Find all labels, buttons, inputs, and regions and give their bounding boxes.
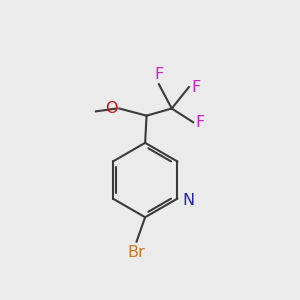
Text: F: F xyxy=(154,67,164,82)
Text: O: O xyxy=(106,101,118,116)
Text: F: F xyxy=(191,80,200,94)
Text: N: N xyxy=(182,193,195,208)
Text: Br: Br xyxy=(128,245,146,260)
Text: F: F xyxy=(196,115,205,130)
